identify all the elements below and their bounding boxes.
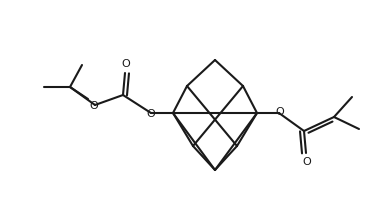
- Text: O: O: [90, 101, 98, 111]
- Text: O: O: [122, 59, 131, 69]
- Text: O: O: [276, 107, 284, 117]
- Text: O: O: [147, 109, 155, 119]
- Text: O: O: [303, 157, 311, 167]
